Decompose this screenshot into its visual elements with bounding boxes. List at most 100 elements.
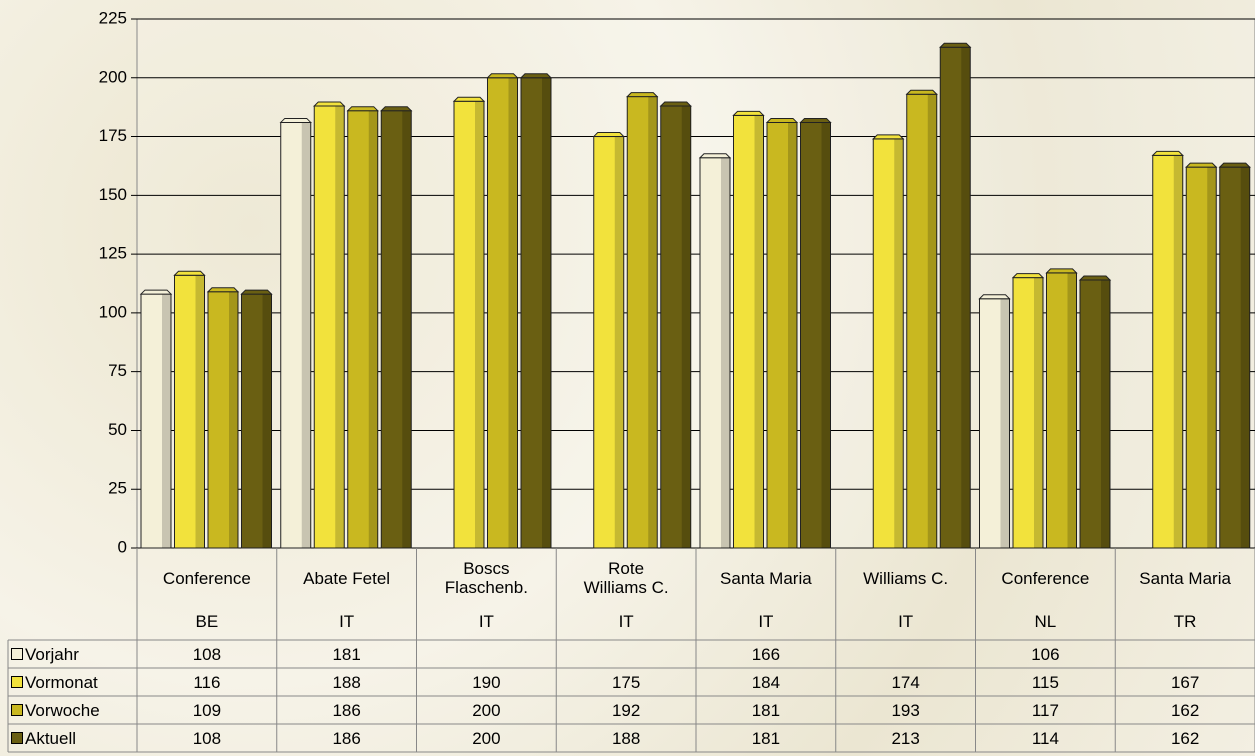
bar-top	[873, 135, 903, 139]
chart-page: 0255075100125150175200225 ConferenceBEAb…	[0, 0, 1255, 756]
table-value: 167	[1115, 668, 1255, 696]
x-tick-label: Williams C.	[836, 556, 976, 600]
bar-top	[381, 107, 411, 111]
bar-top	[980, 295, 1010, 299]
table-value: 200	[417, 724, 557, 752]
x-tick-sublabel: IT	[836, 604, 976, 638]
bar-top	[907, 90, 937, 94]
table-value: 109	[137, 696, 277, 724]
bar-shade	[263, 294, 272, 548]
y-tick-label: 0	[118, 537, 127, 556]
bar-top	[454, 97, 484, 101]
bar-top	[488, 74, 518, 78]
bar-shade	[229, 292, 238, 548]
bar-top	[521, 74, 551, 78]
bar-top	[1153, 151, 1183, 155]
y-tick-label: 225	[99, 8, 127, 27]
table-value: 166	[696, 640, 836, 668]
legend-swatch	[11, 676, 23, 688]
x-tick-sublabel: IT	[556, 604, 696, 638]
x-tick-label: Abate Fetel	[277, 556, 417, 600]
x-tick-label: Conference	[976, 556, 1116, 600]
bar-top	[1080, 276, 1110, 280]
bar-shade	[475, 101, 484, 548]
bar-shade	[509, 78, 518, 548]
table-value: 192	[556, 696, 696, 724]
table-value: 193	[836, 696, 976, 724]
table-value: 190	[417, 668, 557, 696]
bar-shade	[1001, 299, 1010, 548]
y-tick-label: 100	[99, 302, 127, 321]
bar-top	[700, 154, 730, 158]
bar-shade	[1068, 273, 1077, 548]
legend-label: Vorjahr	[25, 645, 79, 664]
x-tick-label: Boscs Flaschenb.	[417, 556, 557, 600]
bar-shade	[369, 111, 378, 548]
table-value: 213	[836, 724, 976, 752]
legend-label: Vorwoche	[25, 701, 100, 720]
bar-shade	[648, 97, 657, 548]
x-tick-label: Santa Maria	[696, 556, 836, 600]
table-value: 114	[976, 724, 1116, 752]
bar-top	[208, 288, 238, 292]
legend-label: Vormonat	[25, 673, 98, 692]
y-tick-label: 50	[108, 420, 127, 439]
bar-shade	[682, 106, 691, 548]
x-tick-sublabel: IT	[417, 604, 557, 638]
bar-top	[348, 107, 378, 111]
bar-top	[627, 93, 657, 97]
bar-shade	[928, 94, 937, 548]
x-tick-sublabel: NL	[976, 604, 1116, 638]
table-value: 181	[277, 640, 417, 668]
legend-swatch	[11, 648, 23, 660]
table-value: 108	[137, 640, 277, 668]
bar-top	[734, 111, 764, 115]
x-tick-sublabel: IT	[696, 604, 836, 638]
x-tick-label: Rote Williams C.	[556, 556, 696, 600]
table-value: 106	[976, 640, 1116, 668]
legend-label: Aktuell	[25, 729, 76, 748]
x-tick-sublabel: BE	[137, 604, 277, 638]
bar-shade	[1207, 167, 1216, 548]
table-value: 188	[556, 724, 696, 752]
bar-shade	[1034, 278, 1043, 548]
bar-shade	[721, 158, 730, 548]
bar-top	[661, 102, 691, 106]
bar-shade	[615, 137, 624, 548]
legend-entry: Vorwoche	[8, 696, 137, 724]
bar-top	[767, 118, 797, 122]
x-tick-sublabel: TR	[1115, 604, 1255, 638]
bar-top	[242, 290, 272, 294]
bar-shade	[894, 139, 903, 548]
y-tick-label: 75	[108, 361, 127, 380]
legend-swatch	[11, 704, 23, 716]
x-tick-label: Santa Maria	[1115, 556, 1255, 600]
table-value: 117	[976, 696, 1116, 724]
legend-swatch	[11, 732, 23, 744]
table-value: 184	[696, 668, 836, 696]
bar-shade	[196, 275, 205, 548]
y-tick-label: 175	[99, 126, 127, 145]
bar-shade	[755, 115, 764, 548]
bar-shade	[402, 111, 411, 548]
table-value: 175	[556, 668, 696, 696]
bar-top	[175, 271, 205, 275]
table-value: 162	[1115, 724, 1255, 752]
bar-shade	[788, 122, 797, 548]
y-tick-label: 200	[99, 67, 127, 86]
bar-top	[281, 118, 311, 122]
table-value: 174	[836, 668, 976, 696]
bar-shade	[822, 122, 831, 548]
table-value: 200	[417, 696, 557, 724]
bar-top	[594, 133, 624, 137]
bar-top	[1220, 163, 1250, 167]
table-value: 186	[277, 696, 417, 724]
bar-shade	[1101, 280, 1110, 548]
bar-top	[1047, 269, 1077, 273]
y-tick-label: 125	[99, 244, 127, 263]
legend-entry: Vorjahr	[8, 640, 137, 668]
table-value: 116	[137, 668, 277, 696]
legend-entry: Vormonat	[8, 668, 137, 696]
bar-top	[940, 43, 970, 47]
legend-entry: Aktuell	[8, 724, 137, 752]
